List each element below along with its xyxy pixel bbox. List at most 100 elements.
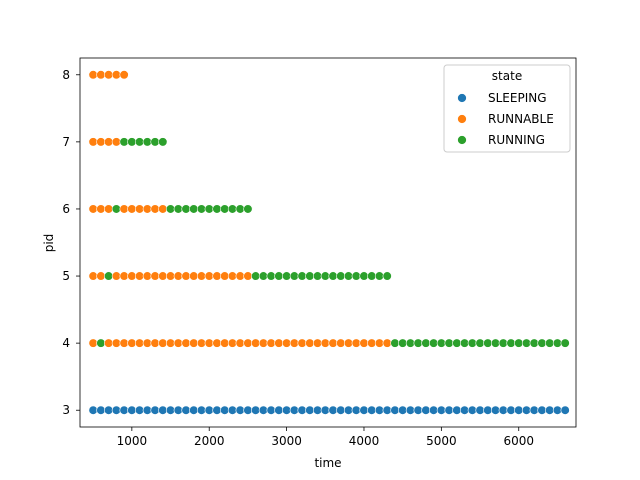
- data-point-runnable: [336, 339, 345, 348]
- data-point-running: [352, 272, 361, 281]
- data-point-sleeping: [398, 406, 407, 415]
- data-point-sleeping: [158, 406, 167, 415]
- data-point-runnable: [158, 205, 167, 214]
- data-point-sleeping: [205, 406, 214, 415]
- data-point-sleeping: [189, 406, 198, 415]
- data-point-runnable: [112, 138, 121, 147]
- data-point-running: [429, 339, 438, 348]
- data-point-runnable: [290, 339, 299, 348]
- data-point-sleeping: [97, 406, 106, 415]
- data-point-sleeping: [507, 406, 516, 415]
- data-point-runnable: [360, 339, 369, 348]
- data-point-running: [313, 272, 322, 281]
- data-point-sleeping: [329, 406, 338, 415]
- data-point-running: [414, 339, 423, 348]
- data-point-running: [143, 138, 152, 147]
- data-point-runnable: [89, 205, 98, 214]
- y-tick-label: 8: [62, 68, 70, 82]
- data-point-running: [453, 339, 462, 348]
- data-point-sleeping: [383, 406, 392, 415]
- data-point-runnable: [143, 205, 152, 214]
- data-point-runnable: [151, 272, 160, 281]
- data-point-sleeping: [422, 406, 431, 415]
- data-point-runnable: [174, 339, 183, 348]
- data-point-running: [491, 339, 500, 348]
- data-point-running: [391, 339, 400, 348]
- data-point-sleeping: [545, 406, 554, 415]
- data-point-running: [383, 272, 392, 281]
- data-point-runnable: [135, 339, 144, 348]
- legend-title: state: [492, 69, 522, 83]
- data-point-sleeping: [336, 406, 345, 415]
- data-point-runnable: [251, 339, 260, 348]
- data-point-runnable: [344, 339, 353, 348]
- data-point-runnable: [128, 339, 137, 348]
- data-point-runnable: [205, 339, 214, 348]
- data-point-sleeping: [166, 406, 175, 415]
- data-point-runnable: [182, 272, 191, 281]
- data-point-sleeping: [259, 406, 268, 415]
- data-point-sleeping: [344, 406, 353, 415]
- data-point-running: [182, 205, 191, 214]
- data-point-runnable: [352, 339, 361, 348]
- data-point-running: [545, 339, 554, 348]
- data-point-running: [344, 272, 353, 281]
- data-point-sleeping: [236, 406, 245, 415]
- data-point-running: [360, 272, 369, 281]
- data-point-runnable: [220, 339, 229, 348]
- y-tick-label: 4: [62, 336, 70, 350]
- data-point-runnable: [197, 272, 206, 281]
- data-point-running: [112, 205, 121, 214]
- x-tick-label: 3000: [271, 434, 302, 448]
- data-point-sleeping: [414, 406, 423, 415]
- data-point-running: [336, 272, 345, 281]
- data-point-runnable: [244, 339, 253, 348]
- data-point-runnable: [112, 339, 121, 348]
- data-point-sleeping: [321, 406, 330, 415]
- data-point-running: [267, 272, 276, 281]
- data-point-sleeping: [514, 406, 523, 415]
- data-point-runnable: [236, 339, 245, 348]
- data-point-runnable: [298, 339, 307, 348]
- data-point-running: [483, 339, 492, 348]
- data-point-runnable: [220, 272, 229, 281]
- data-point-sleeping: [476, 406, 485, 415]
- data-point-sleeping: [197, 406, 206, 415]
- data-point-runnable: [282, 339, 291, 348]
- data-point-sleeping: [499, 406, 508, 415]
- data-point-running: [128, 138, 137, 147]
- data-point-running: [514, 339, 523, 348]
- x-tick-label: 5000: [426, 434, 457, 448]
- data-point-running: [244, 205, 253, 214]
- data-point-sleeping: [375, 406, 384, 415]
- data-point-running: [236, 205, 245, 214]
- data-point-runnable: [383, 339, 392, 348]
- data-point-sleeping: [445, 406, 454, 415]
- data-point-sleeping: [538, 406, 547, 415]
- data-point-running: [422, 339, 431, 348]
- data-point-runnable: [313, 339, 322, 348]
- y-tick-label: 7: [62, 135, 70, 149]
- data-point-running: [538, 339, 547, 348]
- data-point-running: [507, 339, 516, 348]
- data-point-runnable: [166, 339, 175, 348]
- x-axis-label: time: [314, 456, 341, 470]
- data-point-running: [561, 339, 570, 348]
- data-point-runnable: [166, 272, 175, 281]
- data-point-sleeping: [298, 406, 307, 415]
- data-point-sleeping: [360, 406, 369, 415]
- data-point-running: [151, 138, 160, 147]
- data-point-runnable: [158, 272, 167, 281]
- data-point-sleeping: [143, 406, 152, 415]
- data-point-runnable: [89, 70, 98, 79]
- data-point-running: [213, 205, 222, 214]
- data-point-sleeping: [290, 406, 299, 415]
- data-point-runnable: [104, 138, 113, 147]
- data-point-runnable: [128, 272, 137, 281]
- data-point-sleeping: [112, 406, 121, 415]
- data-point-sleeping: [220, 406, 229, 415]
- data-point-sleeping: [244, 406, 253, 415]
- legend-entry-running: RUNNING: [488, 133, 545, 147]
- data-point-running: [135, 138, 144, 147]
